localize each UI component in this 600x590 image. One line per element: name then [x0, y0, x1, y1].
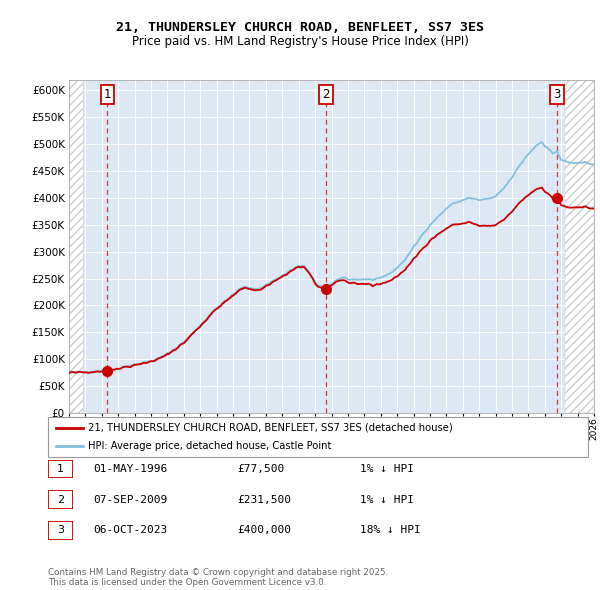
Text: HPI: Average price, detached house, Castle Point: HPI: Average price, detached house, Cast… [89, 441, 332, 451]
Text: 01-MAY-1996: 01-MAY-1996 [93, 464, 167, 474]
Text: 06-OCT-2023: 06-OCT-2023 [93, 526, 167, 535]
Text: £77,500: £77,500 [237, 464, 284, 474]
Text: 1: 1 [57, 464, 64, 474]
FancyBboxPatch shape [48, 460, 73, 478]
FancyBboxPatch shape [48, 490, 73, 509]
Text: 3: 3 [553, 88, 561, 101]
Bar [565, 80, 594, 413]
FancyBboxPatch shape [48, 417, 588, 457]
Text: Contains HM Land Registry data © Crown copyright and database right 2025.
This d: Contains HM Land Registry data © Crown c… [48, 568, 388, 587]
FancyBboxPatch shape [48, 521, 73, 540]
Text: 1: 1 [103, 88, 111, 101]
Text: 18% ↓ HPI: 18% ↓ HPI [360, 526, 421, 535]
Bar [69, 80, 83, 413]
Text: 1% ↓ HPI: 1% ↓ HPI [360, 464, 414, 474]
Text: 2: 2 [57, 495, 64, 504]
Text: 2: 2 [322, 88, 330, 101]
Text: 1% ↓ HPI: 1% ↓ HPI [360, 495, 414, 504]
Text: 21, THUNDERSLEY CHURCH ROAD, BENFLEET, SS7 3ES: 21, THUNDERSLEY CHURCH ROAD, BENFLEET, S… [116, 21, 484, 34]
Text: £400,000: £400,000 [237, 526, 291, 535]
Text: 21, THUNDERSLEY CHURCH ROAD, BENFLEET, SS7 3ES (detached house): 21, THUNDERSLEY CHURCH ROAD, BENFLEET, S… [89, 423, 453, 433]
Text: £231,500: £231,500 [237, 495, 291, 504]
Text: Price paid vs. HM Land Registry's House Price Index (HPI): Price paid vs. HM Land Registry's House … [131, 35, 469, 48]
Text: 07-SEP-2009: 07-SEP-2009 [93, 495, 167, 504]
Text: 3: 3 [57, 526, 64, 535]
